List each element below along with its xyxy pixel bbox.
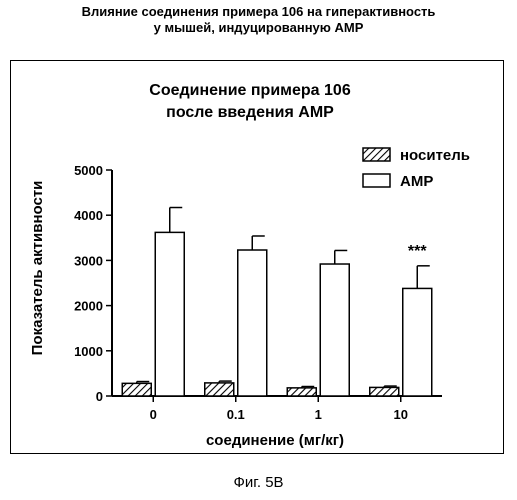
bar (403, 288, 432, 396)
y-tick-label: 3000 (74, 253, 103, 268)
legend-swatch (363, 148, 390, 161)
significance-annotation: *** (408, 243, 427, 260)
bar (320, 264, 349, 396)
x-tick-label: 0 (150, 407, 157, 422)
y-tick-label: 1000 (74, 344, 103, 359)
bar (122, 383, 151, 396)
x-tick-label: 10 (394, 407, 408, 422)
y-tick-label: 5000 (74, 163, 103, 178)
bar (287, 388, 316, 396)
x-tick-label: 0.1 (227, 407, 245, 422)
y-tick-label: 0 (96, 389, 103, 404)
chart-title-line: после введения АМР (166, 104, 334, 121)
bar (238, 250, 267, 396)
legend-label: носитель (400, 147, 470, 164)
x-axis-label: соединение (мг/кг) (206, 432, 344, 449)
chart-title-line: Соединение примера 106 (149, 82, 351, 99)
y-tick-label: 2000 (74, 299, 103, 314)
bar (155, 232, 184, 396)
y-tick-label: 4000 (74, 208, 103, 223)
bar (205, 383, 234, 396)
y-axis-label: Показатель активности (29, 181, 46, 356)
legend-label: АМР (400, 173, 433, 190)
figure-caption: Фиг. 5В (0, 474, 517, 491)
x-tick-label: 1 (315, 407, 322, 422)
legend-swatch (363, 174, 390, 187)
bar (370, 387, 399, 396)
